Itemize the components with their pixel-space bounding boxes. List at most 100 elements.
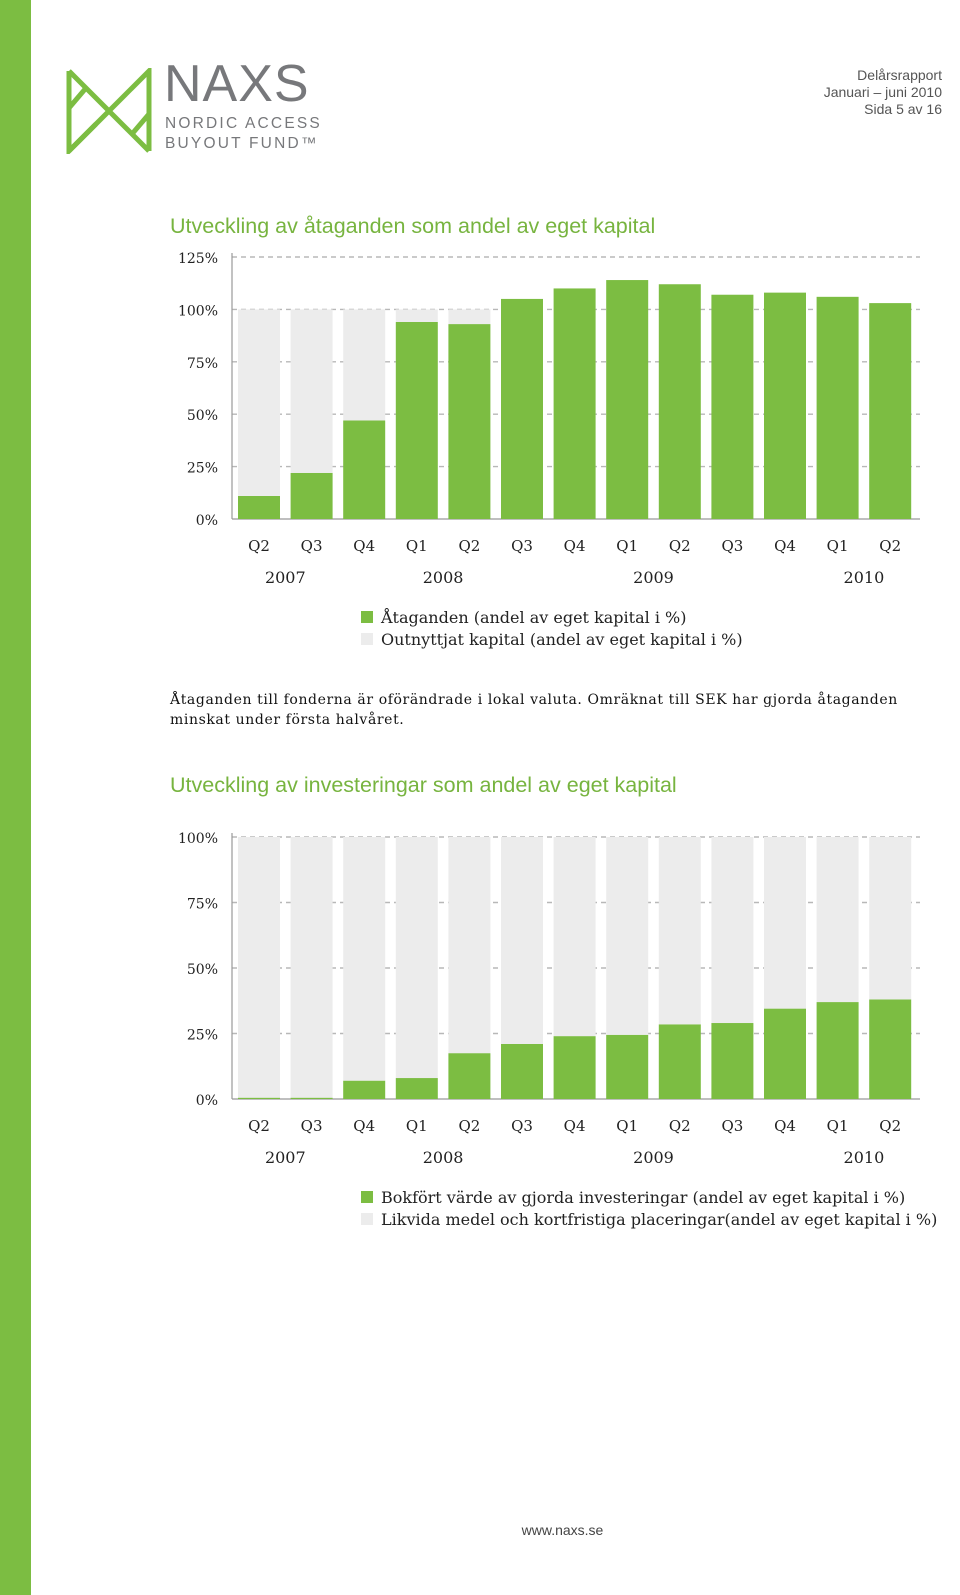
bar-green [606,280,649,519]
y-tick-label: 0% [196,513,218,529]
y-tick-label: 100% [178,831,218,847]
bar-green [869,303,912,519]
chart2-title: Utveckling av investeringar som andel av… [170,773,677,797]
bar-green [343,1080,386,1099]
x-tick-label: Q4 [564,1117,586,1135]
bar-grey [816,837,859,1003]
naxs-logo-mark-icon [66,68,152,154]
x-tick-label: Q2 [669,537,691,555]
bar-grey [606,837,649,1035]
bar-green [711,1023,754,1099]
bar-green [553,1036,596,1099]
year-label: 2008 [423,1148,464,1167]
y-tick-label: 125% [178,251,218,267]
bar-grey [869,837,912,1000]
legend-label: Bokfört värde av gjorda investeringar (a… [381,1188,905,1207]
x-tick-label: Q4 [774,1117,796,1135]
footer-url: www.naxs.se [521,1522,604,1538]
logo-tagline-2: BUYOUT FUND™ [165,135,319,152]
bar-green [658,1024,701,1099]
bar-grey [658,837,701,1025]
x-tick-label: Q2 [248,537,270,555]
legend-swatch-grey [361,1213,373,1225]
left-accent-bar [0,0,31,1595]
x-tick-label: Q3 [511,1117,533,1135]
bar-grey [290,837,333,1098]
bar-green [290,1097,333,1099]
bar-green [816,1002,859,1099]
x-tick-label: Q3 [721,537,743,555]
bar-green [501,298,543,519]
year-label: 2007 [265,568,306,587]
report-header: Delårsrapport Januari – juni 2010 Sida 5… [824,67,942,118]
bar-green [764,292,806,519]
year-label: 2010 [844,568,885,587]
x-tick-label: Q1 [616,1117,638,1135]
x-tick-label: Q1 [406,1117,428,1135]
x-tick-label: Q4 [353,1117,375,1135]
y-tick-label: 25% [187,461,218,477]
bar-green [764,1008,806,1099]
y-tick-label: 75% [187,897,218,913]
bar-green [553,288,596,519]
x-tick-label: Q3 [301,537,323,555]
legend-swatch-grey [361,633,373,645]
x-tick-label: Q2 [458,1117,480,1135]
bar-grey [395,309,438,322]
x-tick-label: Q1 [616,537,638,555]
year-label: 2007 [265,1148,306,1167]
year-label: 2008 [423,568,464,587]
bar-green [395,321,438,519]
investments-chart: 0% 25% 50% 75% 100% Q2 Q3 Q4 Q1 Q2 Q3 Q4 Q1 Q2 Q3 Q4 Q1 Q… [178,831,937,1229]
bar-green [606,1034,649,1099]
x-tick-label: Q2 [248,1117,270,1135]
bar-grey [448,837,491,1054]
year-label: 2010 [844,1148,885,1167]
year-label: 2009 [633,1148,674,1167]
bar-grey [553,837,596,1037]
x-tick-label: Q2 [669,1117,691,1135]
logo-brand-name: NAXS [164,55,310,113]
x-tick-label: Q1 [827,1117,849,1135]
bar-green [816,296,859,519]
y-tick-label: 50% [187,408,218,424]
bar-green [448,1053,491,1099]
chart1-title: Utveckling av åtaganden som andel av ege… [170,214,656,238]
bar-green [869,999,912,1099]
x-tick-label: Q4 [774,537,796,555]
bar-grey [343,837,386,1081]
bar-grey [711,837,754,1024]
bar-grey [238,309,280,496]
legend-swatch-green [361,611,373,623]
bar-green [448,324,491,519]
body-paragraph: Åtaganden till fonderna är oförändrade i… [170,692,898,728]
year-label: 2009 [633,568,674,587]
x-tick-label: Q4 [564,537,586,555]
bar-grey [395,837,438,1079]
x-tick-label: Q3 [301,1117,323,1135]
bar-green [395,1078,438,1099]
bar-grey [290,309,333,473]
y-tick-label: 50% [187,962,218,978]
bar-grey [238,837,280,1098]
y-tick-label: 75% [187,356,218,372]
legend-swatch-green [361,1191,373,1203]
x-tick-label: Q1 [827,537,849,555]
bar-grey [343,309,386,421]
bar-green [658,284,701,519]
legend-label: Likvida medel och kortfristiga placering… [381,1210,937,1229]
y-tick-label: 25% [187,1028,218,1044]
y-tick-label: 100% [178,303,218,319]
naxs-logo: NAXS NORDIC ACCESS BUYOUT FUND™ [66,58,320,156]
x-tick-label: Q3 [721,1117,743,1135]
x-tick-label: Q1 [406,537,428,555]
page-number: Sida 5 av 16 [864,101,942,117]
x-tick-label: Q4 [353,537,375,555]
bar-green [238,1097,280,1099]
x-tick-label: Q3 [511,537,533,555]
bar-green [290,472,333,519]
bar-green [343,420,386,519]
bar-grey [448,309,491,325]
bar-green [238,495,280,519]
y-tick-label: 0% [196,1093,218,1109]
